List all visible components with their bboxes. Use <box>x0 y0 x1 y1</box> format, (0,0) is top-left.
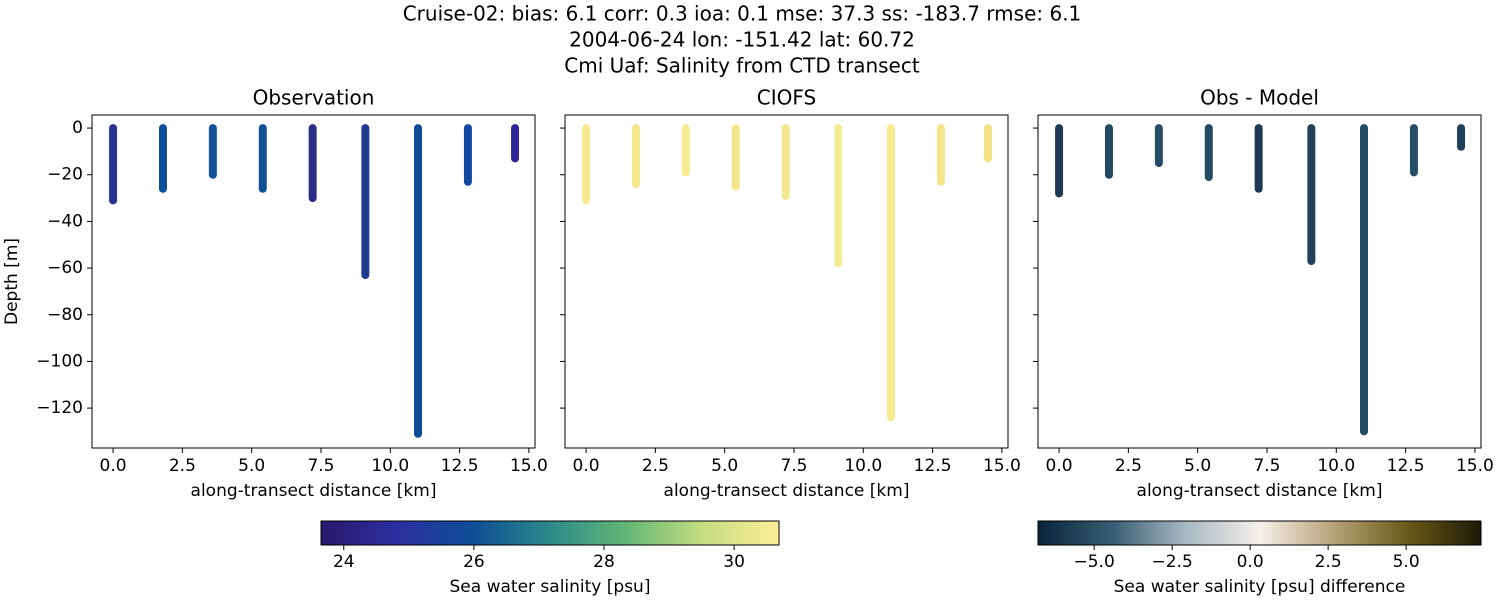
y-tick-label: −20 <box>47 165 83 185</box>
x-axis-label: along-transect distance [km] <box>191 481 437 501</box>
x-tick-label: 12.5 <box>1387 456 1425 476</box>
x-tick-label: 2.5 <box>642 456 669 476</box>
x-tick-label: 7.5 <box>1253 456 1280 476</box>
x-tick-label: 10.0 <box>844 456 882 476</box>
y-tick-label: −60 <box>47 258 83 278</box>
axes-frame <box>1037 114 1482 449</box>
y-tick-label: −100 <box>36 351 83 371</box>
x-tick-label: 2.5 <box>1115 456 1142 476</box>
plot-area <box>582 124 993 422</box>
panel-title: CIOFS <box>757 86 816 110</box>
x-tick-label: 0.0 <box>100 456 127 476</box>
plot-area <box>1055 124 1466 436</box>
x-tick-label: 0.0 <box>1046 456 1073 476</box>
colorbar-tick-label: 26 <box>463 552 485 572</box>
colorbar-label: Sea water salinity [psu] difference <box>1114 577 1406 597</box>
y-tick-label: −80 <box>47 305 83 325</box>
colorbar-label: Sea water salinity [psu] <box>450 577 651 597</box>
colorbar-tick-label: 0.0 <box>1237 552 1264 572</box>
colorbar <box>320 520 780 546</box>
x-tick-label: 2.5 <box>169 456 196 476</box>
colorbar-tick-label: −5.0 <box>1074 552 1115 572</box>
x-tick-label: 15.0 <box>983 456 1021 476</box>
axes-frame <box>564 114 1009 449</box>
figure-subtitle: 2004-06-24 lon: -151.42 lat: 60.72 <box>569 28 915 52</box>
y-axis-label: Depth [m] <box>2 238 22 325</box>
y-tick-label: −120 <box>36 398 83 418</box>
x-tick-label: 5.0 <box>1184 456 1211 476</box>
panel-title: Observation <box>253 86 375 110</box>
x-tick-label: 15.0 <box>510 456 548 476</box>
figure-title: Cruise-02: bias: 6.1 corr: 0.3 ioa: 0.1 … <box>403 2 1082 26</box>
y-tick-label: −40 <box>47 211 83 231</box>
plot-area <box>109 124 520 438</box>
x-axis-label: along-transect distance [km] <box>664 481 910 501</box>
colorbar-tick-label: −2.5 <box>1152 552 1193 572</box>
x-tick-label: 7.5 <box>780 456 807 476</box>
x-tick-label: 12.5 <box>441 456 479 476</box>
x-tick-label: 15.0 <box>1456 456 1494 476</box>
x-tick-label: 0.0 <box>573 456 600 476</box>
x-tick-label: 7.5 <box>307 456 334 476</box>
colorbar <box>1037 520 1482 546</box>
y-tick-label: 0 <box>72 118 83 138</box>
x-tick-label: 10.0 <box>371 456 409 476</box>
colorbar-tick-label: 2.5 <box>1315 552 1342 572</box>
x-tick-label: 5.0 <box>238 456 265 476</box>
colorbar-tick-label: 5.0 <box>1393 552 1420 572</box>
axes-frame <box>91 114 536 449</box>
colorbar-tick-label: 28 <box>593 552 615 572</box>
panel-title: Obs - Model <box>1200 86 1319 110</box>
x-tick-label: 5.0 <box>711 456 738 476</box>
figure-subtitle: Cmi Uaf: Salinity from CTD transect <box>564 54 920 78</box>
x-tick-label: 12.5 <box>914 456 952 476</box>
colorbar-tick-label: 30 <box>723 552 745 572</box>
colorbar-tick-label: 24 <box>333 552 355 572</box>
x-axis-label: along-transect distance [km] <box>1137 481 1383 501</box>
x-tick-label: 10.0 <box>1317 456 1355 476</box>
